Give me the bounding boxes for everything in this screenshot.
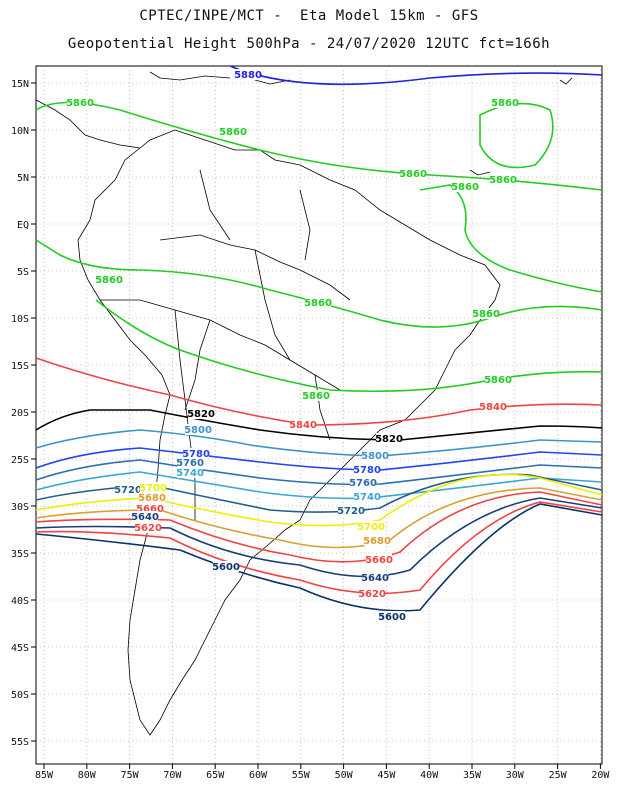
contour-5820	[35, 409, 603, 441]
contour-label: 5760	[349, 478, 377, 489]
lon-tick-label: 30W	[506, 770, 525, 781]
contour-label: 5780	[353, 465, 381, 476]
contour-label: 5780	[182, 449, 210, 460]
map-frame	[35, 65, 603, 765]
lon-tick-label: 20W	[591, 770, 610, 781]
contour-label: 5800	[184, 425, 212, 436]
lon-tick-label: 50W	[335, 770, 354, 781]
lon-tick-label: 85W	[35, 770, 54, 781]
lat-tick-label: 40S	[11, 596, 29, 607]
contour-label: 5840	[479, 402, 507, 413]
contour-label: 5700	[139, 483, 167, 494]
lon-tick-label: 75W	[121, 770, 140, 781]
map-title: CPTEC/INPE/MCT - Eta Model 15km - GFS	[139, 8, 479, 24]
lat-tick-label: 50S	[11, 690, 29, 701]
contour-label: 5860	[66, 98, 94, 109]
lon-tick-label: 60W	[249, 770, 268, 781]
contour-5860	[419, 184, 603, 293]
contour-label: 5860	[451, 182, 479, 193]
lon-tick-label: 25W	[549, 770, 568, 781]
contour-label: 5840	[289, 420, 317, 431]
contour-5780	[35, 447, 603, 471]
contour-5660	[35, 491, 603, 563]
lat-tick-label: 15S	[11, 361, 29, 372]
contour-label: 5640	[131, 512, 159, 523]
contour-5700	[35, 473, 603, 527]
lon-tick-label: 55W	[292, 770, 311, 781]
contour-label: 5600	[378, 612, 406, 623]
lon-tick-label: 40W	[420, 770, 439, 781]
contour-label: 5860	[304, 298, 332, 309]
lat-tick-label: 5S	[17, 267, 29, 278]
contour-label: 5740	[353, 492, 381, 503]
contour-5880	[229, 65, 603, 86]
contour-label: 5860	[95, 275, 123, 286]
lat-tick-label: 15N	[11, 79, 29, 90]
lat-tick-label: 55S	[11, 737, 29, 748]
lon-tick-label: 70W	[163, 770, 182, 781]
contour-label: 5820	[375, 434, 403, 445]
lat-tick-label: 10S	[11, 314, 29, 325]
contour-label: 5860	[489, 175, 517, 186]
contour-label: 5640	[361, 573, 389, 584]
contour-label: 5760	[176, 458, 204, 469]
contour-label: 5860	[472, 309, 500, 320]
contour-label: 5660	[365, 555, 393, 566]
lat-tick-label: 5N	[17, 173, 29, 184]
contour-5800	[35, 429, 603, 457]
contour-labels: 5880 5860 5860 5860 5860 5860 5860 5860 5860 5860…	[66, 69, 519, 623]
contour-5680	[35, 487, 603, 549]
contour-label: 5860	[302, 391, 330, 402]
contour-label: 5820	[187, 409, 215, 420]
contour-label: 5620	[358, 589, 386, 600]
contour-5740	[35, 471, 603, 500]
contour-5600	[35, 503, 603, 612]
contour-label: 5720	[114, 485, 142, 496]
lon-tick-label: 45W	[377, 770, 396, 781]
lat-tick-label: 45S	[11, 643, 29, 654]
lat-tick-label: EQ	[17, 220, 29, 231]
contour-5620	[35, 501, 603, 595]
contour-label: 5740	[176, 468, 204, 479]
contour-label: 5880	[234, 70, 262, 81]
contour-label: 5860	[399, 169, 427, 180]
lon-tick-label: 65W	[206, 770, 225, 781]
contour-label: 5660	[136, 504, 164, 515]
contour-label: 5800	[361, 451, 389, 462]
lon-tick-label: 80W	[78, 770, 97, 781]
coastline	[35, 71, 573, 736]
lat-tick-label: 10N	[11, 126, 29, 137]
contour-label: 5700	[357, 522, 385, 533]
map-subtitle: Geopotential Height 500hPa - 24/07/2020 …	[67, 36, 551, 52]
contour-label: 5620	[134, 523, 162, 534]
lat-tick-label: 30S	[11, 502, 29, 513]
lat-tick-label: 35S	[11, 549, 29, 560]
contour-label: 5720	[337, 506, 365, 517]
contour-label: 5600	[212, 562, 240, 573]
lon-tick-label: 35W	[463, 770, 482, 781]
lat-tick-label: 20S	[11, 408, 29, 419]
contour-label: 5860	[491, 98, 519, 109]
contour-5760	[35, 459, 603, 486]
lat-tick-label: 25S	[11, 455, 29, 466]
contour-label: 5680	[138, 493, 166, 504]
axis-ticks: 85W 80W 75W 70W 65W 60W 55W 50W 45W 40W 35W 30W 25W 2…	[11, 79, 610, 781]
contour-label: 5860	[219, 127, 247, 138]
contour-label: 5860	[484, 375, 512, 386]
contour-5640	[35, 497, 603, 578]
contour-5860	[95, 299, 603, 393]
contour-label: 5680	[363, 536, 391, 547]
